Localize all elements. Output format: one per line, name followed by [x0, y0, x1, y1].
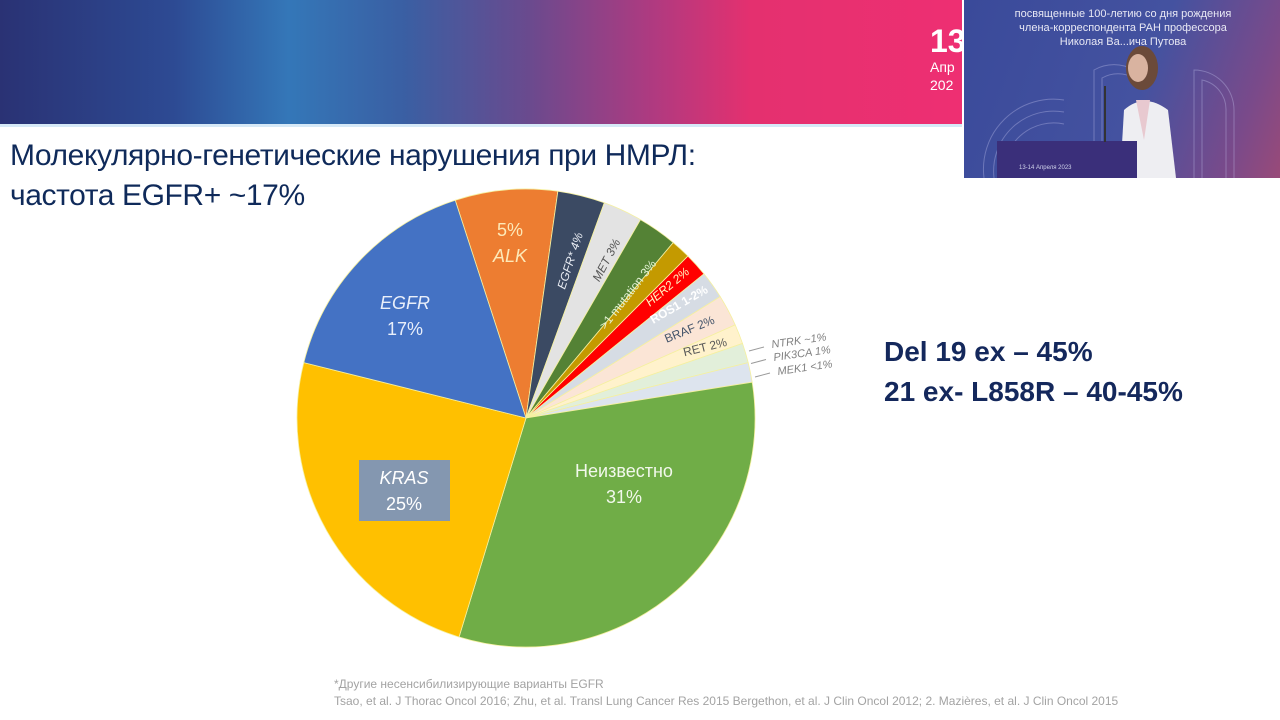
pie-slice-alk	[454, 188, 559, 419]
footnote: *Другие несенсибилизирующие варианты EGF…	[334, 676, 1118, 710]
unknown-percent-label: 31%	[606, 487, 642, 507]
video-caption-1: посвященные 100-летию со дня рождения	[1014, 8, 1232, 20]
banner-date: 13 Апр 202	[930, 24, 966, 94]
kras-label-box	[359, 460, 450, 521]
leader-line	[750, 359, 767, 364]
slide-title-line2: частота EGFR+ ~17%	[10, 179, 305, 212]
leader-line	[754, 372, 771, 378]
banner-date-year: 202	[930, 77, 954, 93]
egfr-mutation-breakdown: Del 19 ex – 45% 21 ex- L858R – 40-45%	[884, 332, 1183, 412]
banner-divider	[0, 124, 962, 127]
egfr-name-label: EGFR	[380, 293, 430, 313]
alk-percent-label: 5%	[497, 220, 523, 240]
egfr-percent-label: 17%	[387, 319, 423, 339]
slide-title: Молекулярно-генетические нарушения при Н…	[10, 136, 696, 216]
podium-text: 13-14 Апреля 2023	[1019, 165, 1072, 171]
unknown-name-label: Неизвестно	[575, 461, 673, 481]
leader-line	[748, 346, 765, 352]
pie-slice-egfr	[303, 199, 527, 419]
conference-banner	[0, 0, 962, 126]
l858r-text: 21 ex- L858R – 40-45%	[884, 376, 1183, 407]
banner-date-month: Апр	[930, 59, 955, 75]
podium	[997, 141, 1137, 178]
slide-title-line1: Молекулярно-генетические нарушения при Н…	[10, 139, 696, 172]
kras-percent-label: 25%	[386, 494, 422, 514]
speaker-video-overlay: посвященные 100-летию со дня рождения чл…	[962, 0, 1280, 180]
pie-slice-неизвестно	[458, 381, 756, 648]
footnote-note: *Другие несенсибилизирующие варианты EGF…	[334, 677, 604, 691]
video-caption-2: члена-корреспондента РАН профессора	[1019, 22, 1227, 34]
microphone-icon	[1104, 86, 1106, 142]
kras-name-label: KRAS	[379, 468, 428, 488]
banner-date-day: 13	[930, 23, 966, 59]
video-caption-3: Николая Ва...ича Путова	[1059, 36, 1187, 48]
del19-text: Del 19 ex – 45%	[884, 336, 1093, 367]
footnote-references: Tsao, et al. J Thorac Oncol 2016; Zhu, e…	[334, 694, 1119, 708]
alk-name-label: ALK	[492, 246, 528, 266]
